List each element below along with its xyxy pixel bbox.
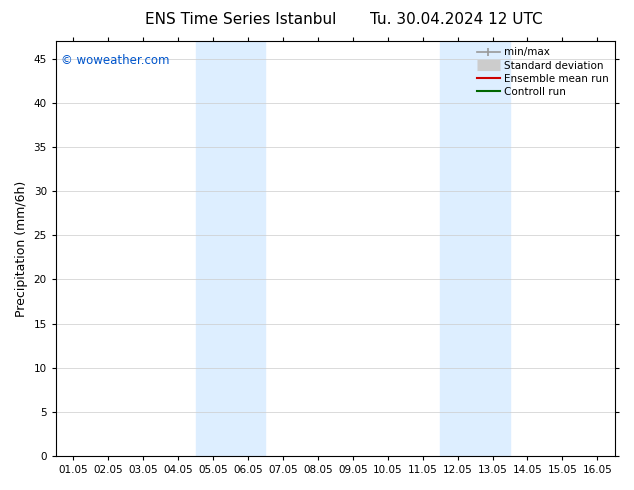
- Legend: min/max, Standard deviation, Ensemble mean run, Controll run: min/max, Standard deviation, Ensemble me…: [472, 43, 612, 101]
- Y-axis label: Precipitation (mm/6h): Precipitation (mm/6h): [15, 180, 28, 317]
- Bar: [195, 41, 266, 456]
- Text: ENS Time Series Istanbul: ENS Time Series Istanbul: [145, 12, 337, 27]
- Text: © woweather.com: © woweather.com: [61, 54, 170, 67]
- Bar: [440, 41, 510, 456]
- Text: Tu. 30.04.2024 12 UTC: Tu. 30.04.2024 12 UTC: [370, 12, 543, 27]
